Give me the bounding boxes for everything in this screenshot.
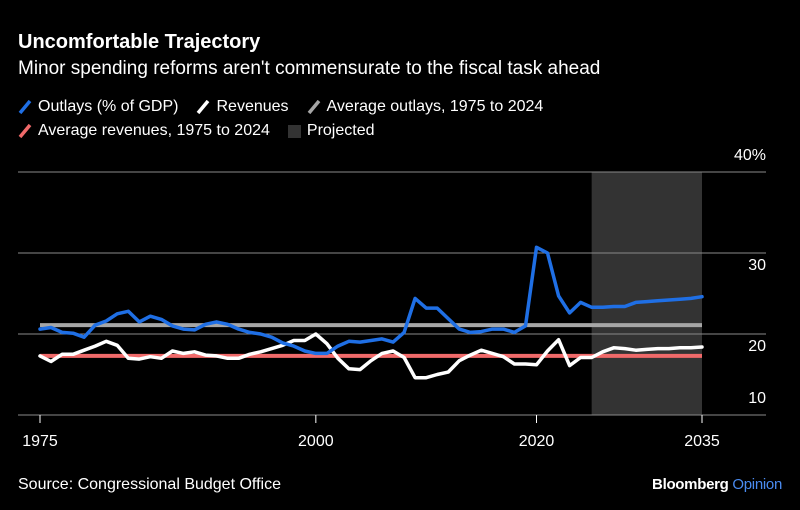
legend-projected: Projected [287, 122, 375, 140]
legend-outlays: Outlays (% of GDP) [18, 98, 178, 116]
revenues-swatch-icon [197, 100, 210, 114]
legend-outlays-label: Outlays (% of GDP) [38, 98, 179, 115]
y-tick-label: 40% [734, 147, 766, 164]
x-tick-label: 2000 [298, 433, 334, 450]
x-tick-label: 2020 [519, 433, 555, 450]
legend-revenues-label: Revenues [216, 98, 289, 115]
avg-revenues-swatch-icon [18, 124, 32, 138]
chart-subtitle: Minor spending reforms aren't commensura… [18, 58, 601, 79]
y-tick-label: 30 [748, 257, 766, 274]
legend-row-1: Outlays (% of GDP) Revenues Average outl… [18, 98, 553, 116]
logo-brand: Bloomberg [652, 476, 729, 493]
logo-suffix: Opinion [732, 476, 782, 493]
projected-swatch-icon [287, 124, 301, 138]
legend-row-2: Average revenues, 1975 to 2024 Projected [18, 122, 384, 140]
bloomberg-opinion-logo: Bloomberg Opinion [652, 476, 782, 493]
avg-outlays-swatch-icon [307, 100, 320, 114]
legend-avg-revenues-label: Average revenues, 1975 to 2024 [38, 122, 270, 139]
y-tick-label: 10 [748, 390, 766, 407]
x-tick-label: 1975 [22, 433, 58, 450]
legend-avg-outlays: Average outlays, 1975 to 2024 [307, 98, 544, 116]
legend-revenues: Revenues [196, 98, 289, 116]
legend-avg-revenues: Average revenues, 1975 to 2024 [18, 122, 270, 140]
legend-avg-outlays-label: Average outlays, 1975 to 2024 [326, 98, 544, 115]
outlays-swatch-icon [18, 100, 32, 114]
legend-projected-label: Projected [306, 122, 375, 139]
x-tick-label: 2035 [684, 433, 720, 450]
y-tick-label: 20 [748, 338, 766, 355]
chart-title: Uncomfortable Trajectory [18, 31, 261, 53]
projected-band [591, 172, 702, 415]
source-note: Source: Congressional Budget Office [18, 476, 281, 493]
